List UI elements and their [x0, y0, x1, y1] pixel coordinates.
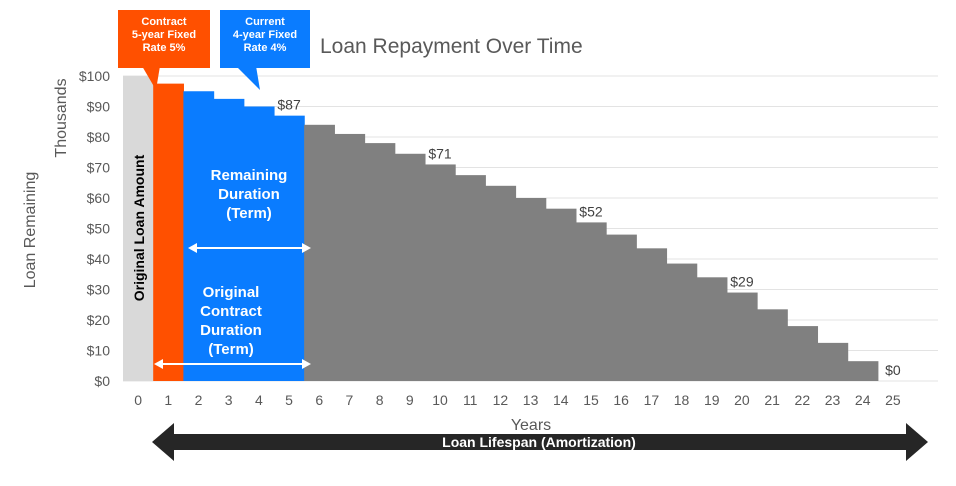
loan-lifespan-arrow: Loan Lifespan (Amortization): [152, 423, 928, 461]
contract-callout: Contract 5-year Fixed Rate 5%: [118, 10, 210, 90]
bar-year-21: [757, 309, 788, 381]
original-duration-arrow: [154, 359, 311, 369]
bar-year-22: [787, 326, 819, 381]
x-tick-label: 0: [134, 392, 142, 408]
bar-year-12: [485, 185, 517, 381]
x-tick-label: 9: [406, 392, 414, 408]
bars: [123, 76, 879, 382]
y-tick-label: $80: [87, 129, 111, 145]
x-axis-label: Years: [511, 417, 551, 434]
y-tick-label: $90: [87, 99, 111, 115]
y-tick-label: $70: [87, 160, 111, 176]
bar-year-0: [123, 76, 154, 381]
bar-year-18: [666, 263, 698, 381]
bar-year-1: [153, 83, 184, 381]
bar-year-4: [243, 106, 275, 381]
x-tick-label: 8: [376, 392, 384, 408]
bar-year-7: [334, 133, 366, 381]
x-tick-label: 24: [855, 392, 871, 408]
x-tick-label: 18: [674, 392, 690, 408]
x-tick-label: 7: [346, 392, 354, 408]
y-tick-label: $20: [87, 312, 111, 328]
x-tick-label: 5: [285, 392, 293, 408]
x-tick-label: 19: [704, 392, 720, 408]
x-axis-ticks: 0 1 2 3 4 5 6 7 8 9 10 11 12 13 14 15 16 17 18 19 20 21 22 23 24…: [134, 392, 901, 408]
current-callout: Current 4-year Fixed Rate 4%: [220, 10, 310, 90]
x-tick-label: 10: [432, 392, 448, 408]
x-tick-label: 15: [583, 392, 599, 408]
bar-year-17: [636, 248, 668, 381]
y-tick-label: $50: [87, 221, 111, 237]
current-callout-text: Current 4-year Fixed Rate 4%: [233, 16, 297, 54]
contract-callout-text: Contract 5-year Fixed Rate 5%: [132, 16, 196, 54]
loan-lifespan-label: Loan Lifespan (Amortization): [442, 434, 636, 450]
data-labels: $87 $71 $52 $29 $0: [277, 97, 901, 378]
bar-year-6: [304, 124, 335, 382]
bar-year-8: [364, 143, 396, 381]
y-tick-label: $10: [87, 343, 111, 359]
bar-year-23: [817, 342, 849, 381]
bar-year-15: [575, 222, 607, 381]
x-tick-label: 2: [195, 392, 203, 408]
x-tick-label: 17: [644, 392, 660, 408]
x-tick-label: 4: [255, 392, 263, 408]
bar-year-16: [606, 234, 637, 381]
x-tick-label: 14: [553, 392, 569, 408]
y-axis-ticks: $0 $10 $20 $30 $40 $50 $60 $70 $80 $90 $100: [79, 68, 110, 389]
x-tick-label: 21: [764, 392, 780, 408]
bar-year-19: [696, 277, 728, 381]
original-duration-label: Original Contract Duration (Term): [200, 284, 262, 358]
bar-year-14: [545, 208, 577, 381]
data-label: $52: [579, 203, 603, 219]
data-label: $87: [277, 97, 301, 113]
x-tick-label: 1: [164, 392, 172, 408]
bar-year-2: [183, 91, 215, 381]
x-tick-label: 3: [225, 392, 233, 408]
x-tick-label: 11: [463, 392, 478, 408]
y-axis-label: Loan Remaining: [22, 172, 39, 289]
y-tick-label: $100: [79, 68, 110, 84]
x-tick-label: 25: [885, 392, 901, 408]
bar-year-3: [213, 98, 245, 381]
remaining-duration-arrow: [188, 243, 311, 253]
chart-title: Loan Repayment Over Time: [320, 35, 583, 58]
y-axis-unit: Thousands: [53, 78, 70, 157]
x-tick-label: 20: [734, 392, 750, 408]
data-label: $29: [730, 274, 754, 290]
y-tick-label: $0: [94, 373, 110, 389]
x-tick-label: 16: [613, 392, 629, 408]
bar-year-9: [394, 153, 426, 381]
original-loan-amount-label: Original Loan Amount: [131, 154, 147, 301]
bar-year-10: [424, 164, 456, 381]
remaining-duration-label: Remaining Duration (Term): [211, 167, 288, 222]
x-tick-label: 12: [493, 392, 509, 408]
data-label: $71: [428, 145, 452, 161]
y-tick-label: $60: [87, 190, 111, 206]
bar-year-13: [515, 198, 547, 381]
y-tick-label: $40: [87, 251, 111, 267]
x-tick-label: 23: [825, 392, 841, 408]
bar-year-24: [847, 361, 879, 381]
data-label: $0: [885, 362, 901, 378]
x-tick-label: 6: [315, 392, 323, 408]
x-tick-label: 22: [795, 392, 811, 408]
bar-year-20: [726, 292, 758, 381]
y-tick-label: $30: [87, 282, 111, 298]
bar-year-11: [455, 175, 486, 381]
x-tick-label: 13: [523, 392, 539, 408]
